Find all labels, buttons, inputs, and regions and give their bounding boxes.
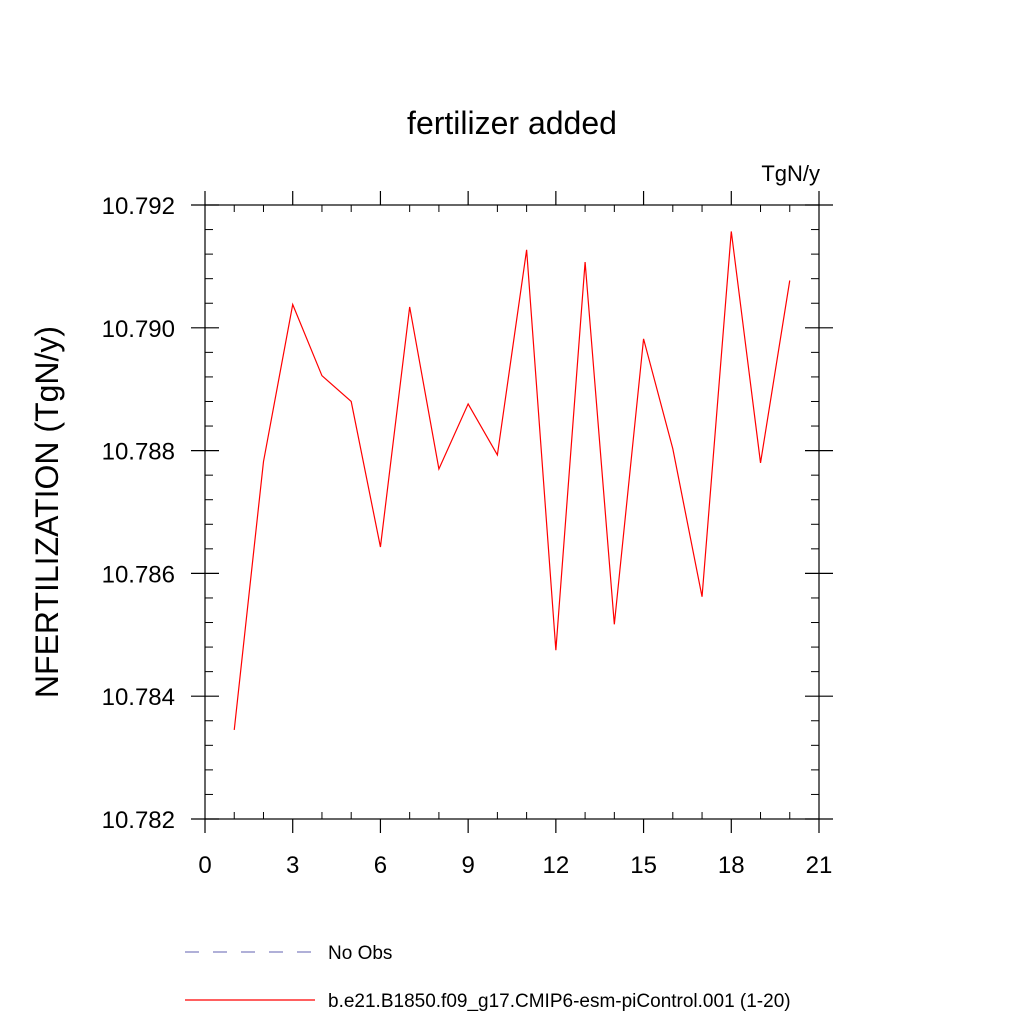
y-tick-label: 10.784 [102,684,175,711]
y-tick-label: 10.788 [102,439,175,466]
x-tick-label: 3 [286,852,299,879]
x-tick-label: 12 [543,852,570,879]
plot-frame [204,204,820,820]
units-label: TgN/y [761,161,820,186]
y-tick-label: 10.792 [102,193,175,220]
x-tick-label: 6 [374,852,387,879]
chart-title: fertilizer added [407,105,617,141]
x-tick-label: 21 [806,852,833,879]
legend-label: No Obs [328,943,392,964]
axis-ticks: 0 3 6 9 12 15 18 21 10.782 10.784 10.786 10.788 10.7… [102,191,833,879]
y-tick-label: 10.786 [102,561,175,588]
y-tick-label: 10.782 [102,807,175,834]
y-axis-label: NFERTILIZATION (TgN/y) [29,326,65,698]
series-group [233,231,791,731]
x-tick-label: 0 [198,852,211,879]
y-tick-label: 10.790 [102,316,175,343]
x-tick-label: 15 [630,852,657,879]
x-tick-label: 18 [718,852,745,879]
x-tick-label: 9 [461,852,474,879]
legend: No Obs b.e21.B1850.f09_g17.CMIP6-esm-piCo… [185,943,791,1012]
series-line [233,231,791,731]
legend-label: b.e21.B1850.f09_g17.CMIP6-esm-piControl.… [328,991,791,1012]
